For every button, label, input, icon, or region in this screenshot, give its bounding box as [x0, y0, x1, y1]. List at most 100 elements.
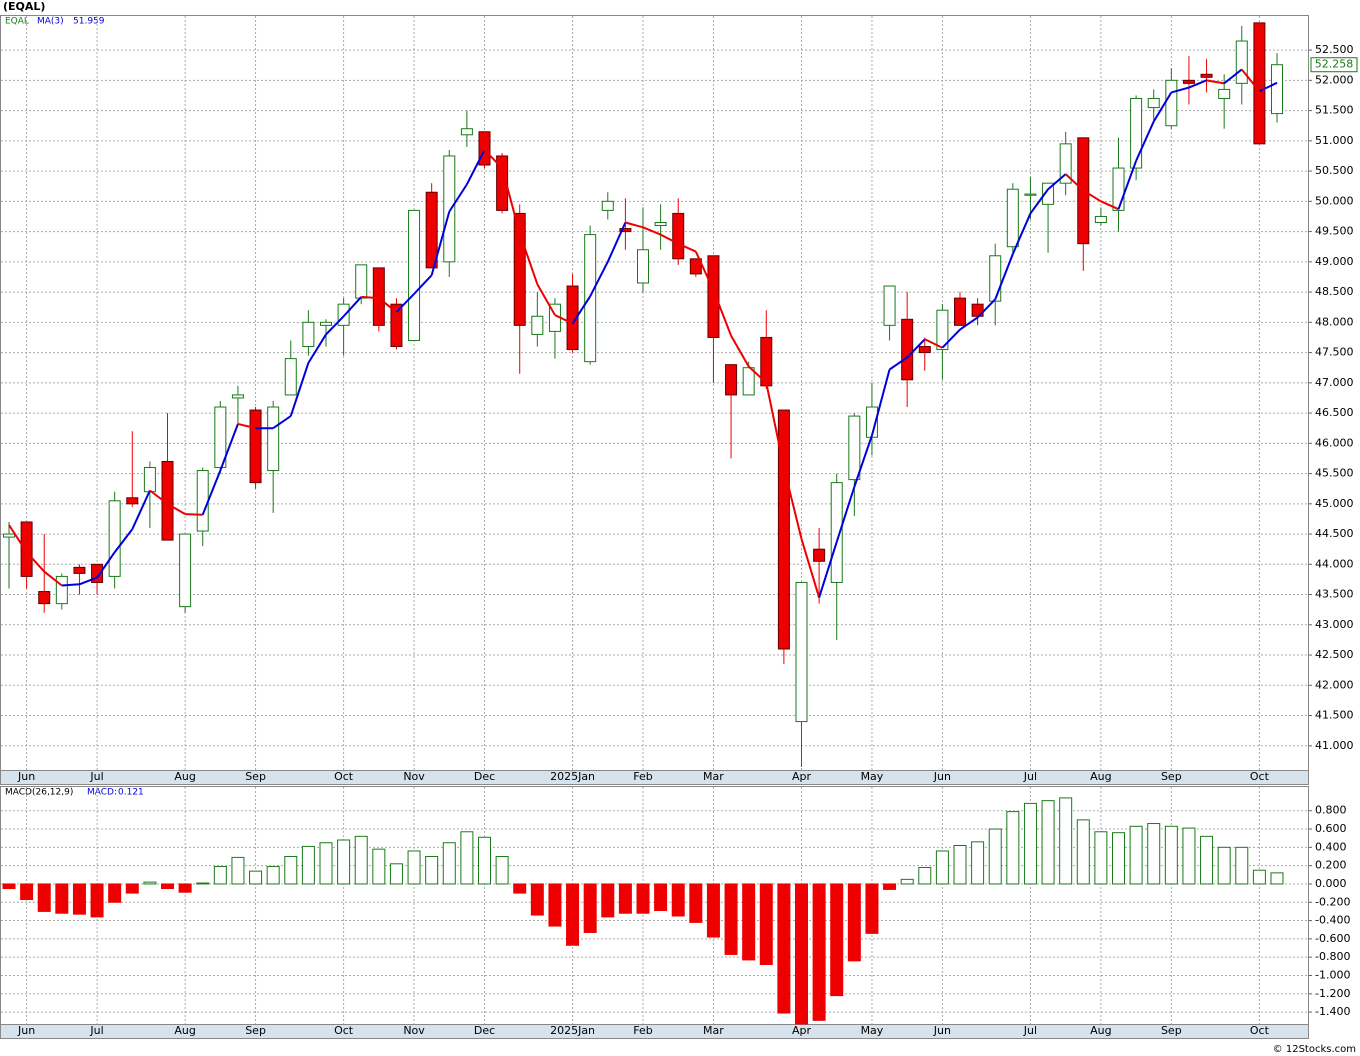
macd-bar	[495, 855, 509, 885]
y-tick-label: 51.000	[1315, 134, 1354, 147]
x-tick-label: Feb	[633, 770, 652, 783]
x-tick-label: Oct	[1250, 1024, 1270, 1037]
macd-bar	[1217, 846, 1231, 885]
macd-bar	[759, 883, 773, 966]
x-tick-label: Aug	[1090, 1024, 1111, 1037]
ma-line-segment	[518, 233, 539, 285]
macd-bar	[178, 883, 192, 893]
macd-bar	[935, 850, 949, 885]
macd-bar	[1235, 846, 1249, 885]
candle-body	[954, 297, 966, 326]
x-tick-label: May	[861, 770, 884, 783]
ma-line-segment	[1100, 200, 1119, 211]
ma-line-segment	[25, 551, 45, 573]
candle-body	[601, 200, 614, 211]
x-tick-label: Jun	[933, 770, 951, 783]
price-tag-box	[1310, 57, 1358, 73]
y-tick-label: 43.000	[1315, 618, 1354, 631]
ma-line-segment	[448, 183, 468, 213]
ma-line-segment	[96, 551, 116, 579]
candle-body	[777, 409, 790, 650]
candle-body	[1235, 40, 1248, 84]
candle-body	[531, 315, 544, 335]
ma-line-segment	[625, 221, 644, 229]
macd-bar	[266, 866, 280, 885]
x-tick-label: Mar	[703, 770, 724, 783]
candle-body	[196, 470, 209, 532]
candle-body	[813, 548, 826, 562]
macd-bar	[249, 870, 263, 885]
ma-line-segment	[888, 356, 908, 371]
y-tick-label: -0.400	[1315, 914, 1350, 927]
candle-body	[460, 128, 473, 136]
macd-bar	[601, 883, 615, 918]
x-tick-label: Dec	[474, 770, 495, 783]
x-tick-label: Dec	[474, 1024, 495, 1037]
candle-body	[1112, 167, 1125, 211]
ma-line-segment	[747, 365, 767, 384]
candle-body	[214, 406, 227, 469]
x-axis-strip	[0, 1024, 1309, 1039]
x-tick-label: Oct	[334, 1024, 354, 1037]
ma-line-segment	[272, 415, 292, 430]
ma-line-segment	[1206, 79, 1225, 85]
ma-line-segment	[976, 298, 996, 319]
candle-body	[496, 155, 509, 211]
macd-bar	[478, 836, 491, 885]
candle-body	[38, 591, 51, 605]
y-tick-label: 41.000	[1315, 739, 1354, 752]
ma-line-segment	[1171, 86, 1190, 94]
ma-line-segment	[1258, 81, 1278, 93]
macd-bar	[319, 842, 333, 885]
macd-bar	[706, 883, 720, 938]
macd-bar	[865, 883, 879, 934]
header: (EQAL)	[3, 0, 45, 13]
macd-bar	[618, 883, 632, 914]
footer: © 12Stocks.com	[1273, 1044, 1356, 1055]
candle-body	[20, 521, 33, 577]
macd-bar	[883, 883, 897, 890]
macd-bar	[513, 883, 527, 894]
candle-body	[513, 212, 526, 326]
x-tick-label: Aug	[174, 770, 195, 783]
macd-bar	[460, 831, 474, 885]
x-tick-label: Aug	[174, 1024, 195, 1037]
candle-body	[830, 482, 843, 583]
x-tick-label: Oct	[334, 770, 354, 783]
macd-bar	[55, 883, 69, 914]
y-tick-label: 43.500	[1315, 588, 1354, 601]
candle-body	[795, 581, 808, 723]
ma-line-segment	[959, 316, 979, 331]
macd-bar	[812, 883, 826, 1021]
ma-line-segment	[589, 261, 609, 297]
macd-bar	[1270, 872, 1284, 885]
ma-line-segment	[818, 541, 838, 598]
ma-line-segment	[906, 338, 926, 359]
candle-body	[619, 228, 632, 233]
macd-bar	[1129, 825, 1143, 885]
ma-line-segment	[1188, 79, 1207, 89]
candle-body	[725, 364, 738, 396]
macd-bar	[90, 883, 104, 918]
candle-body	[249, 409, 262, 484]
macd-bar	[636, 883, 650, 914]
y-tick-label: 52.000	[1315, 73, 1354, 86]
x-tick-label: Apr	[792, 770, 812, 783]
macd-bar	[354, 835, 368, 885]
ma-line-segment	[1241, 68, 1261, 92]
candle-body	[566, 285, 579, 351]
candle-body	[443, 155, 456, 263]
candle-body	[126, 497, 139, 505]
ma-line-segment	[1047, 173, 1067, 190]
x-tick-label: Nov	[403, 1024, 425, 1037]
ma-line-segment	[924, 338, 943, 349]
macd-bar	[689, 883, 703, 923]
ma-line-segment	[870, 369, 891, 436]
macd-bar	[337, 839, 351, 885]
y-tick-label: 45.500	[1315, 467, 1354, 480]
ma-line-segment	[694, 251, 715, 291]
x-tick-label: Jul	[89, 770, 103, 783]
candle-body	[143, 467, 156, 493]
price-tag: 52.258	[1315, 58, 1354, 71]
